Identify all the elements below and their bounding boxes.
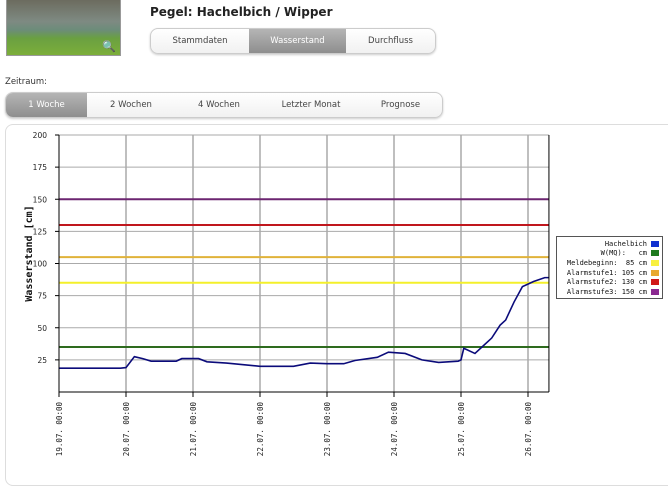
- legend-swatch: [651, 240, 659, 247]
- legend-swatch: [651, 279, 659, 286]
- y-axis-label: Wasserstand [cm]: [24, 205, 35, 301]
- series-line: [59, 276, 549, 370]
- legend-item: W(MQ): cm: [560, 249, 659, 259]
- y-tick-label: 200: [33, 131, 48, 140]
- legend-swatch: [651, 259, 659, 266]
- legend-swatch: [651, 250, 659, 257]
- magnifier-zoom-icon[interactable]: 🔍: [102, 40, 116, 53]
- period-tabs: 1 Woche 2 Wochen 4 Wochen Letzter Monat …: [5, 92, 443, 118]
- y-tick-label: 75: [37, 292, 47, 301]
- y-tick-label: 175: [33, 163, 48, 172]
- y-tick-label: 150: [33, 195, 48, 204]
- legend-item: Alarmstufe1: 105 cm: [560, 268, 659, 278]
- legend-swatch: [651, 269, 659, 276]
- x-tick-label: 22.07. 00:00: [256, 402, 265, 457]
- period-label: Zeitraum:: [5, 77, 47, 87]
- legend-item: Meldebeginn: 85 cm: [560, 258, 659, 268]
- y-tick-label: 25: [37, 356, 47, 365]
- y-tick-label: 50: [37, 324, 47, 333]
- main-tabs: Stammdaten Wasserstand Durchfluss: [150, 28, 436, 54]
- legend-text: Alarmstufe2: 130 cm: [566, 278, 647, 287]
- period-2-wochen[interactable]: 2 Wochen: [110, 100, 152, 110]
- x-tick-label: 23.07. 00:00: [323, 402, 332, 457]
- water-level-chart: 25 50 75 100 125 150 175 200 19.07. 00:00 20.07. …: [24, 131, 550, 457]
- legend-item: Alarmstufe2: 130 cm: [560, 277, 659, 287]
- x-tick-label: 20.07. 00:00: [122, 402, 131, 457]
- period-1-woche[interactable]: 1 Woche: [6, 93, 87, 117]
- y-tick-label: 125: [33, 227, 48, 236]
- period-letzter-monat[interactable]: Letzter Monat: [281, 100, 341, 110]
- tab-wasserstand[interactable]: Wasserstand: [249, 29, 346, 53]
- legend-item: Hachelbich: [560, 239, 659, 249]
- x-tick-label: 26.07. 00:00: [524, 402, 533, 457]
- tab-stammdaten[interactable]: Stammdaten: [172, 36, 228, 46]
- tab-durchfluss[interactable]: Durchfluss: [368, 36, 413, 46]
- legend-text: W(MQ): cm: [600, 249, 647, 258]
- legend-text: Hachelbich: [604, 239, 647, 248]
- x-tick-label: 21.07. 00:00: [189, 402, 198, 457]
- x-tick-label: 24.07. 00:00: [390, 402, 399, 457]
- station-photo[interactable]: 🔍: [6, 0, 121, 56]
- legend-text: Alarmstufe1: 105 cm: [566, 268, 647, 277]
- legend-item: Alarmstufe3: 150 cm: [560, 287, 659, 297]
- legend-text: Alarmstufe3: 150 cm: [566, 287, 647, 296]
- x-tick-label: 25.07. 00:00: [457, 402, 466, 457]
- legend-text: Meldebeginn: 85 cm: [566, 258, 647, 267]
- legend-swatch: [651, 288, 659, 295]
- chart-legend: Hachelbich W(MQ): cm Meldebeginn: 85 cm …: [556, 236, 663, 299]
- period-4-wochen[interactable]: 4 Wochen: [198, 100, 240, 110]
- period-prognose[interactable]: Prognose: [380, 100, 421, 110]
- page-title: Pegel: Hachelbich / Wipper: [150, 5, 333, 19]
- x-tick-label: 19.07. 00:00: [55, 402, 64, 457]
- y-tick-label: 100: [33, 260, 48, 269]
